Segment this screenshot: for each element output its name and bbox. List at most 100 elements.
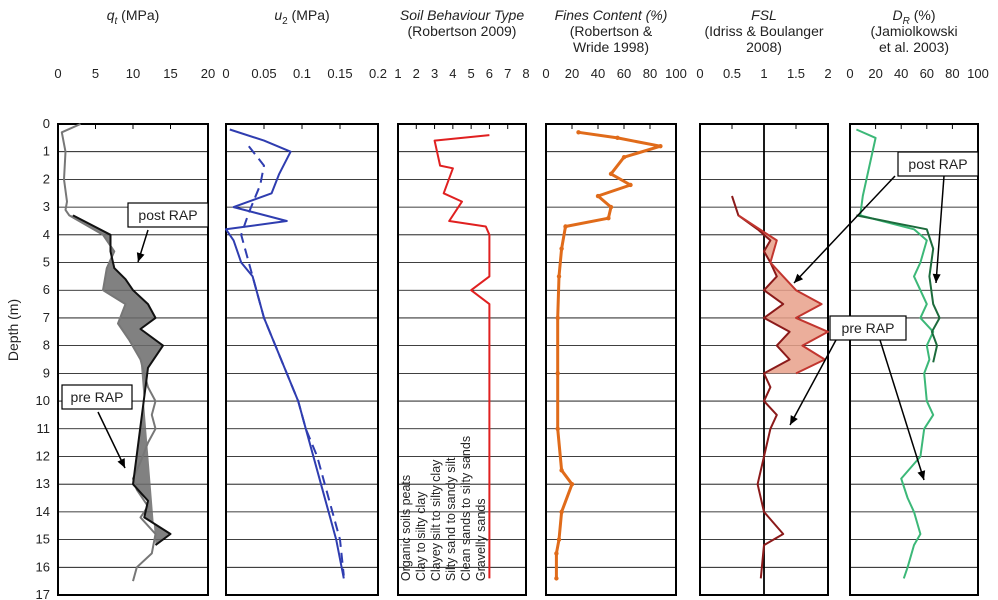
- annotation-arrow: [879, 339, 925, 481]
- panel-u2: u2 (MPa) 0 0.05 0.1 0.15 0.2: [222, 7, 387, 596]
- y-tick-label: 8: [43, 338, 50, 353]
- x-tick-label: 0.05: [251, 66, 276, 81]
- x-tick-label: 5: [92, 66, 99, 81]
- x-tick-label: 0.15: [327, 66, 352, 81]
- data-point: [615, 135, 620, 141]
- soil-type-label: Clay to silty clay: [414, 491, 428, 581]
- y-tick-label: 5: [43, 255, 50, 270]
- x-tick-label: 0: [696, 66, 703, 81]
- soil-type-label: Silty sand to sandy silt: [444, 457, 458, 581]
- x-tick-label: 1: [394, 66, 401, 81]
- data-point: [569, 481, 575, 487]
- annotation-label: post RAP: [138, 207, 197, 223]
- data-point: [555, 426, 560, 431]
- x-tick-label: 8: [522, 66, 529, 81]
- x-tick-label: 40: [894, 66, 908, 81]
- panel-sbt: Soil Behaviour Type(Robertson 2009) 1 2 3 4 5…: [394, 7, 530, 596]
- annotations: post RAP pre RAP post RAP pre RAP: [61, 151, 979, 481]
- title-part: q: [107, 7, 115, 23]
- y-tick-label: 17: [36, 587, 50, 600]
- title-part: 2: [282, 16, 288, 27]
- series-dr-1: [856, 214, 941, 363]
- data-point: [555, 315, 560, 321]
- x-tick-label: 60: [920, 66, 934, 81]
- y-tick-label: 4: [43, 227, 50, 242]
- title-part: (MPa): [288, 7, 330, 23]
- series-qt-1: [72, 214, 172, 546]
- panel-subtitle: Wride 1998): [573, 39, 649, 55]
- x-tick-label: 20: [868, 66, 882, 81]
- y-tick-label: 2: [43, 171, 50, 186]
- soil-type-label: Organic soils peats: [399, 475, 413, 581]
- data-point: [556, 537, 562, 542]
- data-point: [595, 193, 601, 199]
- data-point: [658, 143, 663, 149]
- x-tick-label: 0: [542, 66, 549, 81]
- x-tick-label: 7: [504, 66, 511, 81]
- data-point: [621, 155, 627, 160]
- x-tick-label: 2: [824, 66, 831, 81]
- data-point: [559, 468, 564, 473]
- data-point: [559, 246, 564, 251]
- y-tick-label: 3: [43, 199, 50, 214]
- x-tick-label: 0.2: [369, 66, 387, 81]
- panel-title: u2 (MPa): [274, 7, 329, 27]
- arrow-head: [917, 470, 926, 480]
- data-point: [554, 576, 559, 581]
- title-part: R: [903, 16, 910, 27]
- y-tick-label: 1: [43, 144, 50, 159]
- x-tick-label: 0: [54, 66, 61, 81]
- panel-frame: [57, 123, 209, 596]
- fsl-fill: [738, 215, 828, 374]
- y-tick-label: 11: [37, 421, 51, 436]
- qt-fill: [69, 215, 171, 546]
- annotation-arrow: [793, 175, 896, 284]
- x-tick-label: 15: [163, 66, 177, 81]
- soil-type-label: Clayey silt to silty clay: [429, 459, 443, 581]
- panel-subtitle: et al. 2003): [879, 39, 949, 55]
- series-u2-0: [225, 128, 345, 579]
- y-tick-label: 12: [36, 448, 50, 463]
- panel-qt: qt (MPa) 0 5 10 15 20: [54, 7, 215, 596]
- soil-type-label: Gravelly sands: [474, 498, 488, 581]
- title-part: t: [115, 16, 119, 27]
- annotation-label: pre RAP: [842, 320, 895, 336]
- annotation-arrow: [935, 175, 945, 284]
- panel-fc: Fines Content (%)(Robertson &Wride 1998)…: [542, 7, 687, 596]
- y-tick-label: 16: [36, 559, 50, 574]
- x-tick-label: 0.1: [293, 66, 311, 81]
- series-u2-1: [240, 145, 345, 576]
- soil-type-label: Clean sands to silty sands: [459, 436, 473, 581]
- arrow-head: [136, 252, 145, 262]
- series-sbt-0: [433, 134, 491, 579]
- y-axis-label: Depth (m): [5, 299, 21, 361]
- arrow-head: [117, 458, 125, 468]
- x-tick-label: 4: [449, 66, 456, 81]
- data-point: [608, 171, 614, 177]
- panel-title: qt (MPa): [107, 7, 160, 27]
- panel-title: Soil Behaviour Type: [400, 7, 524, 23]
- x-tick-label: 3: [431, 66, 438, 81]
- title-part: Soil Behaviour Type: [400, 7, 524, 23]
- title-part: (MPa): [117, 7, 159, 23]
- panel-subtitle: 2008): [746, 39, 782, 55]
- x-tick-label: 1: [760, 66, 767, 81]
- y-tick-label: 13: [36, 476, 50, 491]
- x-tick-label: 0: [222, 66, 229, 81]
- data-point: [576, 130, 581, 135]
- x-tick-label: 20: [201, 66, 215, 81]
- annotation-box: [61, 384, 133, 410]
- y-tick-label: 9: [43, 365, 50, 380]
- x-tick-label: 1.5: [787, 66, 805, 81]
- annotation-label: pre RAP: [71, 389, 124, 405]
- panel-title: FSL: [751, 7, 777, 23]
- annotation-box: [127, 202, 209, 228]
- x-tick-label: 10: [126, 66, 140, 81]
- panel-subtitle: (Jamiolkowski: [870, 23, 957, 39]
- y-tick-label: 0: [43, 116, 50, 131]
- panel-frame: [397, 123, 527, 596]
- panel-frame: [545, 123, 677, 596]
